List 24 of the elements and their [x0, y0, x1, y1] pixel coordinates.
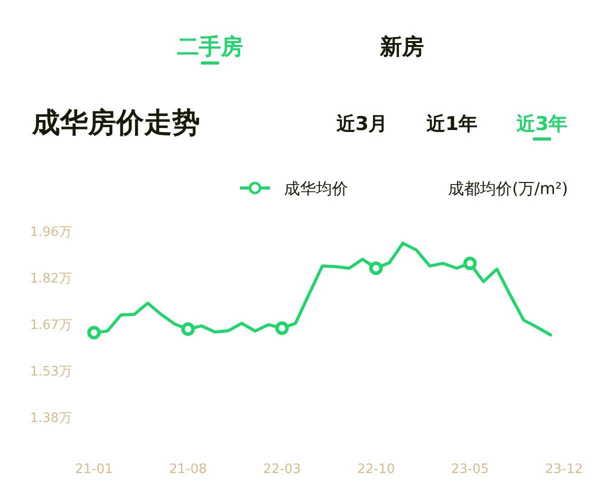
text: 成都均价(万/m²)	[448, 179, 568, 198]
point	[369, 261, 383, 275]
point	[87, 326, 101, 340]
y-tick-label: 1.38万	[30, 411, 72, 426]
text: 新房	[379, 34, 424, 60]
x-tick-label: 22-10	[357, 462, 395, 477]
x-tick-label: 23-12	[545, 462, 583, 477]
x-tick-label: 21-08	[169, 462, 207, 477]
point	[463, 256, 477, 270]
text: 二手房	[177, 34, 243, 60]
text: 近3年	[515, 113, 568, 135]
point	[181, 322, 195, 336]
x-tick-label: 23-05	[451, 462, 489, 477]
x-tick-label: 22-03	[263, 462, 301, 477]
chart-title: 成华房价走势	[31, 106, 200, 139]
text: 近3月	[335, 113, 388, 135]
y-tick-label: 1.53万	[30, 364, 72, 380]
x-tick-label: 21-01	[75, 462, 113, 477]
point	[275, 321, 289, 335]
legend-label: 成华均价	[284, 179, 348, 198]
text: 近1年	[425, 113, 478, 135]
y-tick-label: 1.96万	[30, 225, 72, 240]
y-tick-label: 1.67万	[30, 318, 72, 333]
y-tick-label: 1.82万	[30, 272, 72, 286]
